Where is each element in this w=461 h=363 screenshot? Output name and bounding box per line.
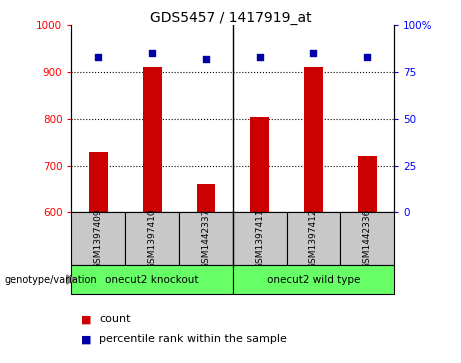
Bar (125, 212, 179, 265)
Text: ■: ■ (81, 314, 91, 325)
Text: GDS5457 / 1417919_at: GDS5457 / 1417919_at (150, 11, 311, 25)
Bar (340, 212, 394, 265)
Bar (287, 212, 340, 265)
Text: GSM1442336: GSM1442336 (363, 208, 372, 269)
Bar (233, 212, 287, 265)
Text: onecut2 knockout: onecut2 knockout (106, 274, 199, 285)
Text: genotype/variation: genotype/variation (5, 274, 97, 285)
Bar (89, 152, 108, 212)
Text: GSM1397410: GSM1397410 (148, 208, 157, 269)
Point (310, 50, 317, 56)
Text: onecut2 wild type: onecut2 wild type (267, 274, 360, 285)
Point (95, 54, 102, 60)
Bar (143, 68, 161, 212)
Text: ■: ■ (81, 334, 91, 344)
Point (256, 54, 263, 60)
Bar (196, 184, 215, 212)
Text: GSM1442337: GSM1442337 (201, 208, 210, 269)
Point (202, 56, 210, 62)
Point (148, 50, 156, 56)
Point (364, 54, 371, 60)
Bar (71, 212, 125, 265)
Bar (179, 212, 233, 265)
Text: count: count (99, 314, 130, 325)
Bar (233, 265, 394, 294)
Text: GSM1397409: GSM1397409 (94, 208, 103, 269)
Text: percentile rank within the sample: percentile rank within the sample (99, 334, 287, 344)
Bar (71, 265, 233, 294)
Bar (304, 68, 323, 212)
Text: GSM1397411: GSM1397411 (255, 208, 264, 269)
Bar (358, 156, 377, 212)
Text: GSM1397412: GSM1397412 (309, 208, 318, 269)
Bar (250, 117, 269, 212)
